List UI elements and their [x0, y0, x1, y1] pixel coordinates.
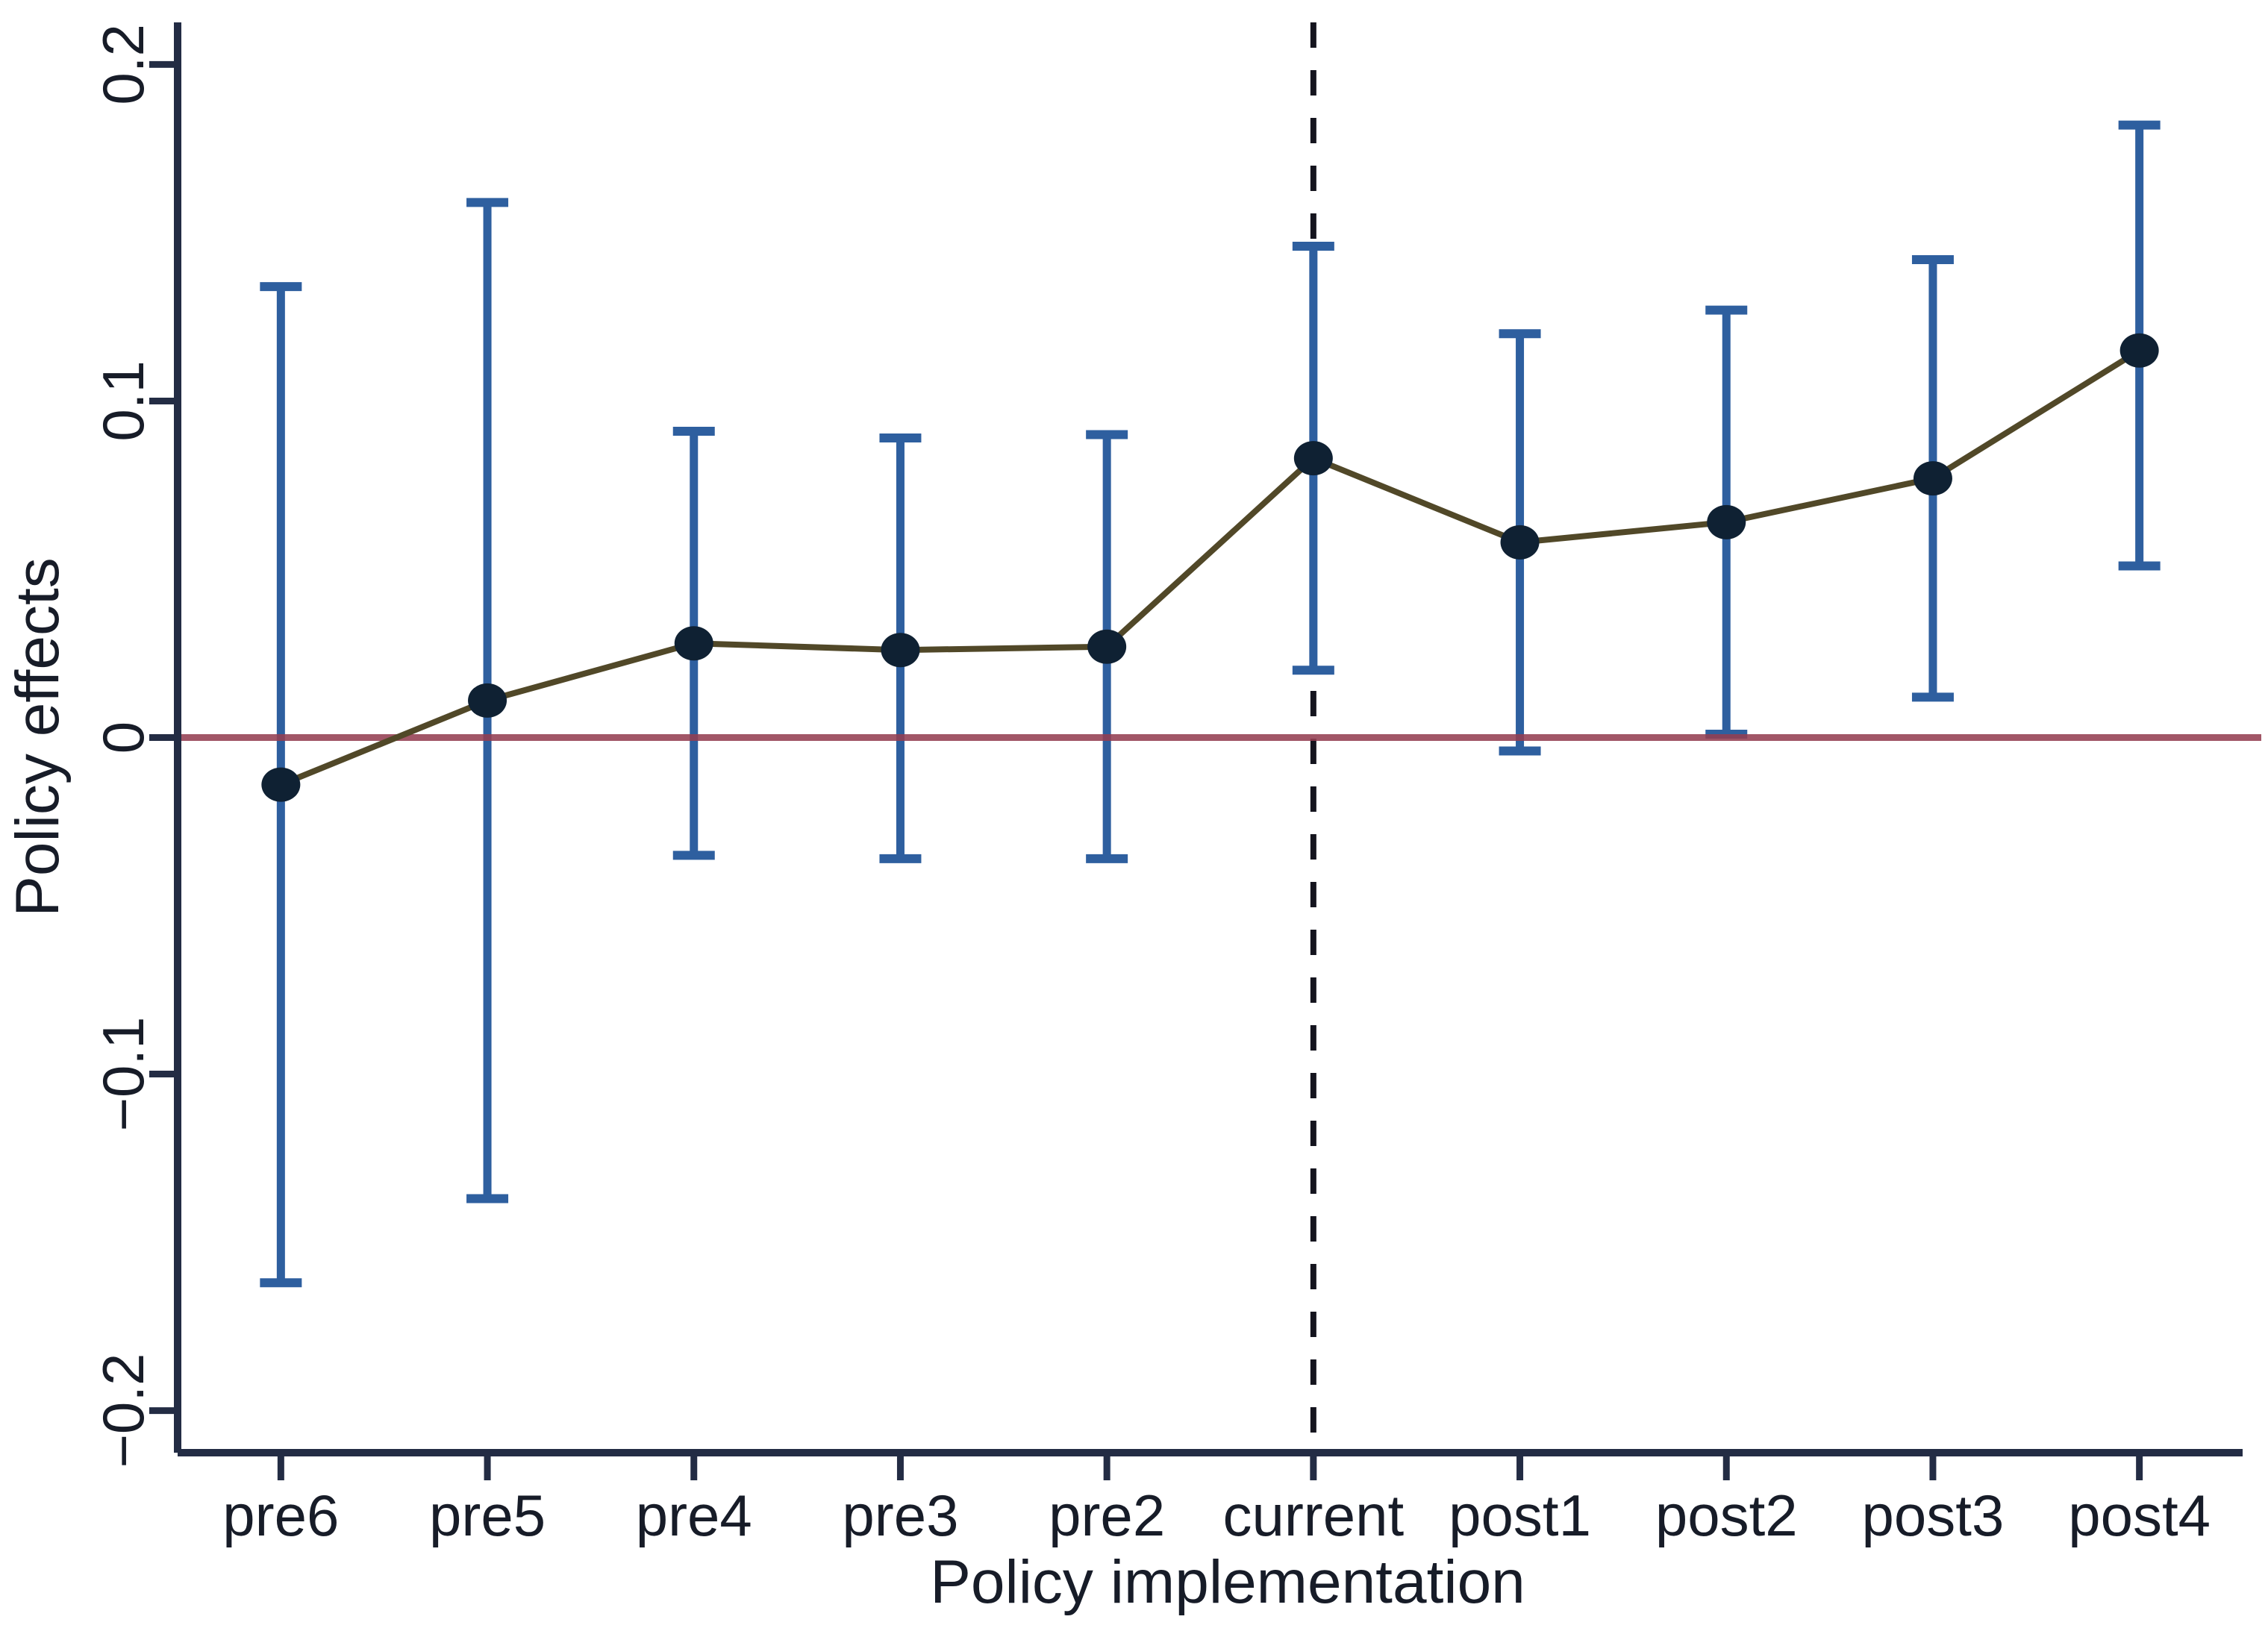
y-axis-title: Policy effects: [4, 557, 72, 917]
data-point-marker: [881, 633, 920, 668]
series-line: [279, 348, 2141, 788]
x-tick-label: post2: [1655, 1483, 1798, 1548]
x-tick-label: post1: [1449, 1483, 1591, 1548]
data-point-marker: [2119, 333, 2159, 368]
y-tick-label: 0: [90, 721, 156, 754]
y-tick-label: 0.2: [90, 24, 156, 104]
x-tick-label: current: [1222, 1483, 1404, 1548]
x-tick-label: pre6: [222, 1483, 339, 1548]
x-tick-label: pre3: [842, 1483, 958, 1548]
data-point-marker: [1087, 629, 1127, 664]
data-point-marker: [1913, 461, 1952, 496]
x-tick-label: post3: [1862, 1483, 2005, 1548]
x-tick-label: pre5: [429, 1483, 546, 1548]
data-point-marker: [1500, 525, 1540, 560]
data-point-marker: [468, 683, 507, 718]
x-tick-label: pre4: [636, 1483, 752, 1548]
data-point-marker: [674, 626, 713, 661]
y-tick-label: −0.2: [90, 1353, 156, 1468]
data-point-marker: [1707, 504, 1746, 539]
data-point-marker: [1293, 441, 1333, 476]
y-tick-label: 0.1: [90, 360, 156, 441]
x-axis-title: Policy implementation: [930, 1548, 1525, 1616]
x-tick-label: pre2: [1049, 1483, 1165, 1548]
y-tick-label: −0.1: [90, 1017, 156, 1132]
x-tick-label: post4: [2068, 1483, 2211, 1548]
data-point-marker: [261, 767, 301, 802]
